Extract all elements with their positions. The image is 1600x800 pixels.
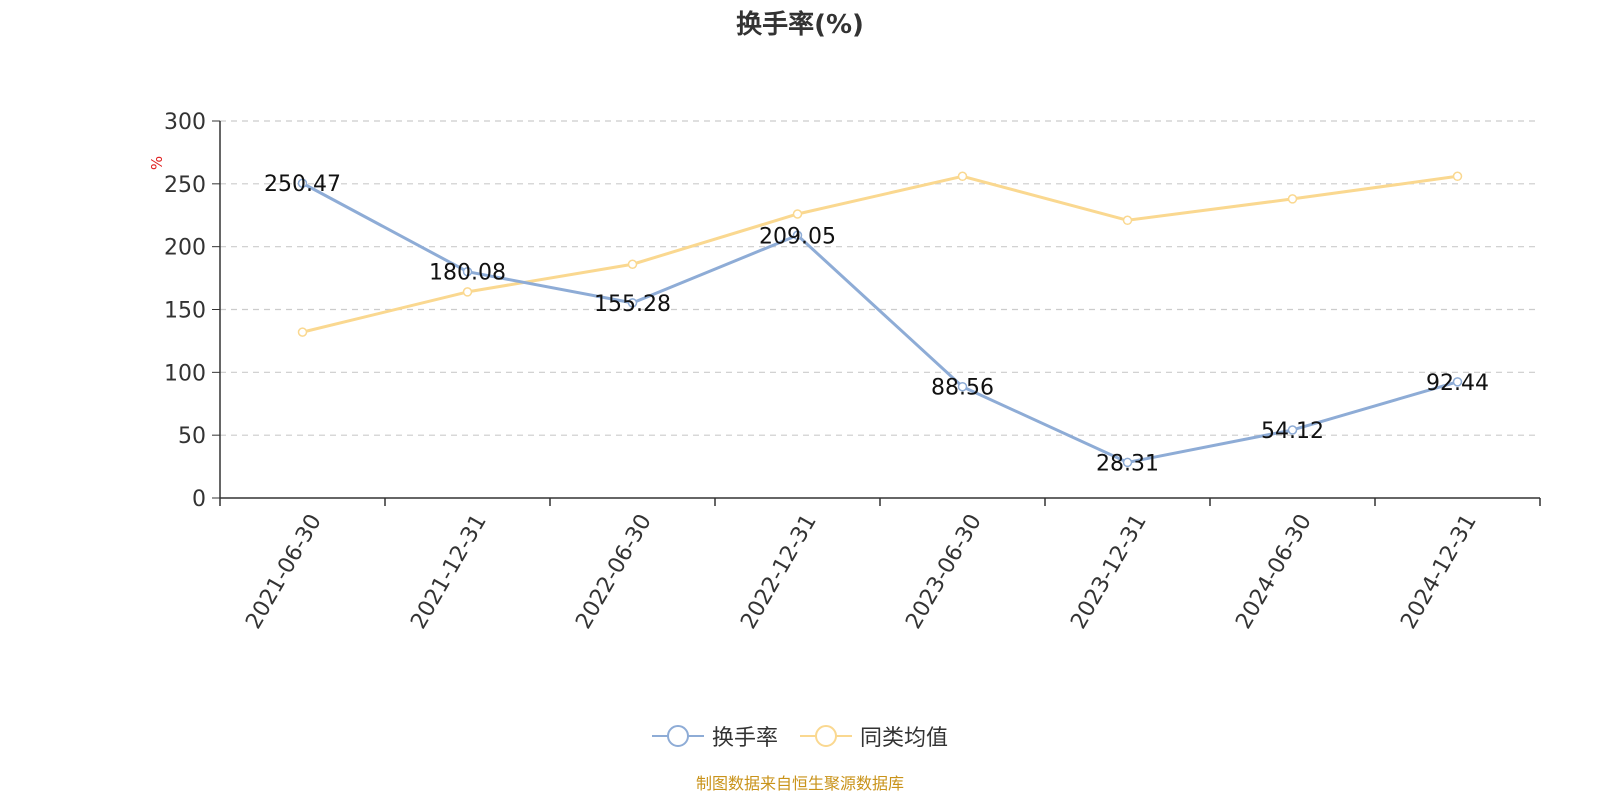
- x-tick-label: 2024-06-30: [1231, 510, 1317, 633]
- x-tick-label: 2024-12-31: [1396, 510, 1482, 633]
- data-point: [1452, 377, 1463, 387]
- data-point: [792, 209, 803, 219]
- legend-line-icon: [800, 725, 852, 747]
- data-label: 54.12: [1261, 419, 1324, 444]
- series-line: [301, 181, 1458, 464]
- data-point: [1122, 215, 1133, 226]
- data-label: 250.47: [264, 172, 341, 197]
- data-point: [957, 171, 968, 182]
- y-tick-label: 0: [192, 487, 206, 512]
- y-tick-label: 150: [164, 299, 206, 324]
- data-label: 88.56: [931, 376, 994, 401]
- y-axis-unit: %: [148, 156, 166, 170]
- legend-item-turnover[interactable]: 换手率: [651, 720, 778, 752]
- data-label: 28.31: [1096, 451, 1159, 476]
- y-tick-label: 200: [164, 236, 206, 261]
- x-tick-label: 2022-06-30: [571, 510, 657, 633]
- data-point: [792, 230, 803, 241]
- data-point: [297, 178, 308, 188]
- legend: 换手率 同类均值: [0, 720, 1600, 752]
- y-tick-label: 100: [164, 361, 206, 386]
- legend-label: 同类均值: [860, 726, 949, 751]
- data-point: [627, 298, 638, 308]
- data-label: 92.44: [1426, 371, 1489, 396]
- x-tick-label: 2021-12-31: [406, 510, 492, 633]
- data-point: [957, 381, 968, 392]
- y-tick-label: 50: [178, 424, 206, 449]
- legend-line-icon: [651, 725, 704, 747]
- source-note: 制图数据来自恒生聚源数据库: [695, 774, 904, 793]
- y-tick-label: 250: [164, 173, 206, 198]
- data-point: [1122, 457, 1133, 468]
- data-point: [1287, 425, 1298, 435]
- data-point: [627, 259, 638, 270]
- x-tick-label: 2021-06-30: [241, 510, 327, 633]
- y-tick-label: 300: [164, 110, 206, 135]
- x-tick-label: 2023-12-31: [1066, 510, 1152, 633]
- legend-label: 换手率: [711, 726, 778, 751]
- data-label: 209.05: [759, 224, 836, 249]
- data-point: [1287, 194, 1298, 204]
- series-line: [302, 174, 1458, 334]
- data-label: 155.28: [594, 292, 671, 317]
- data-label: 180.08: [429, 261, 506, 286]
- data-point: [1452, 171, 1463, 182]
- chart-title: 换手率(%): [736, 10, 864, 40]
- data-point: [297, 327, 308, 337]
- x-tick-label: 2023-06-30: [901, 510, 987, 633]
- legend-item-peer-average[interactable]: 同类均值: [800, 720, 948, 752]
- x-tick-label: 2022-12-31: [736, 510, 822, 633]
- data-point: [462, 287, 473, 297]
- data-point: [462, 266, 473, 277]
